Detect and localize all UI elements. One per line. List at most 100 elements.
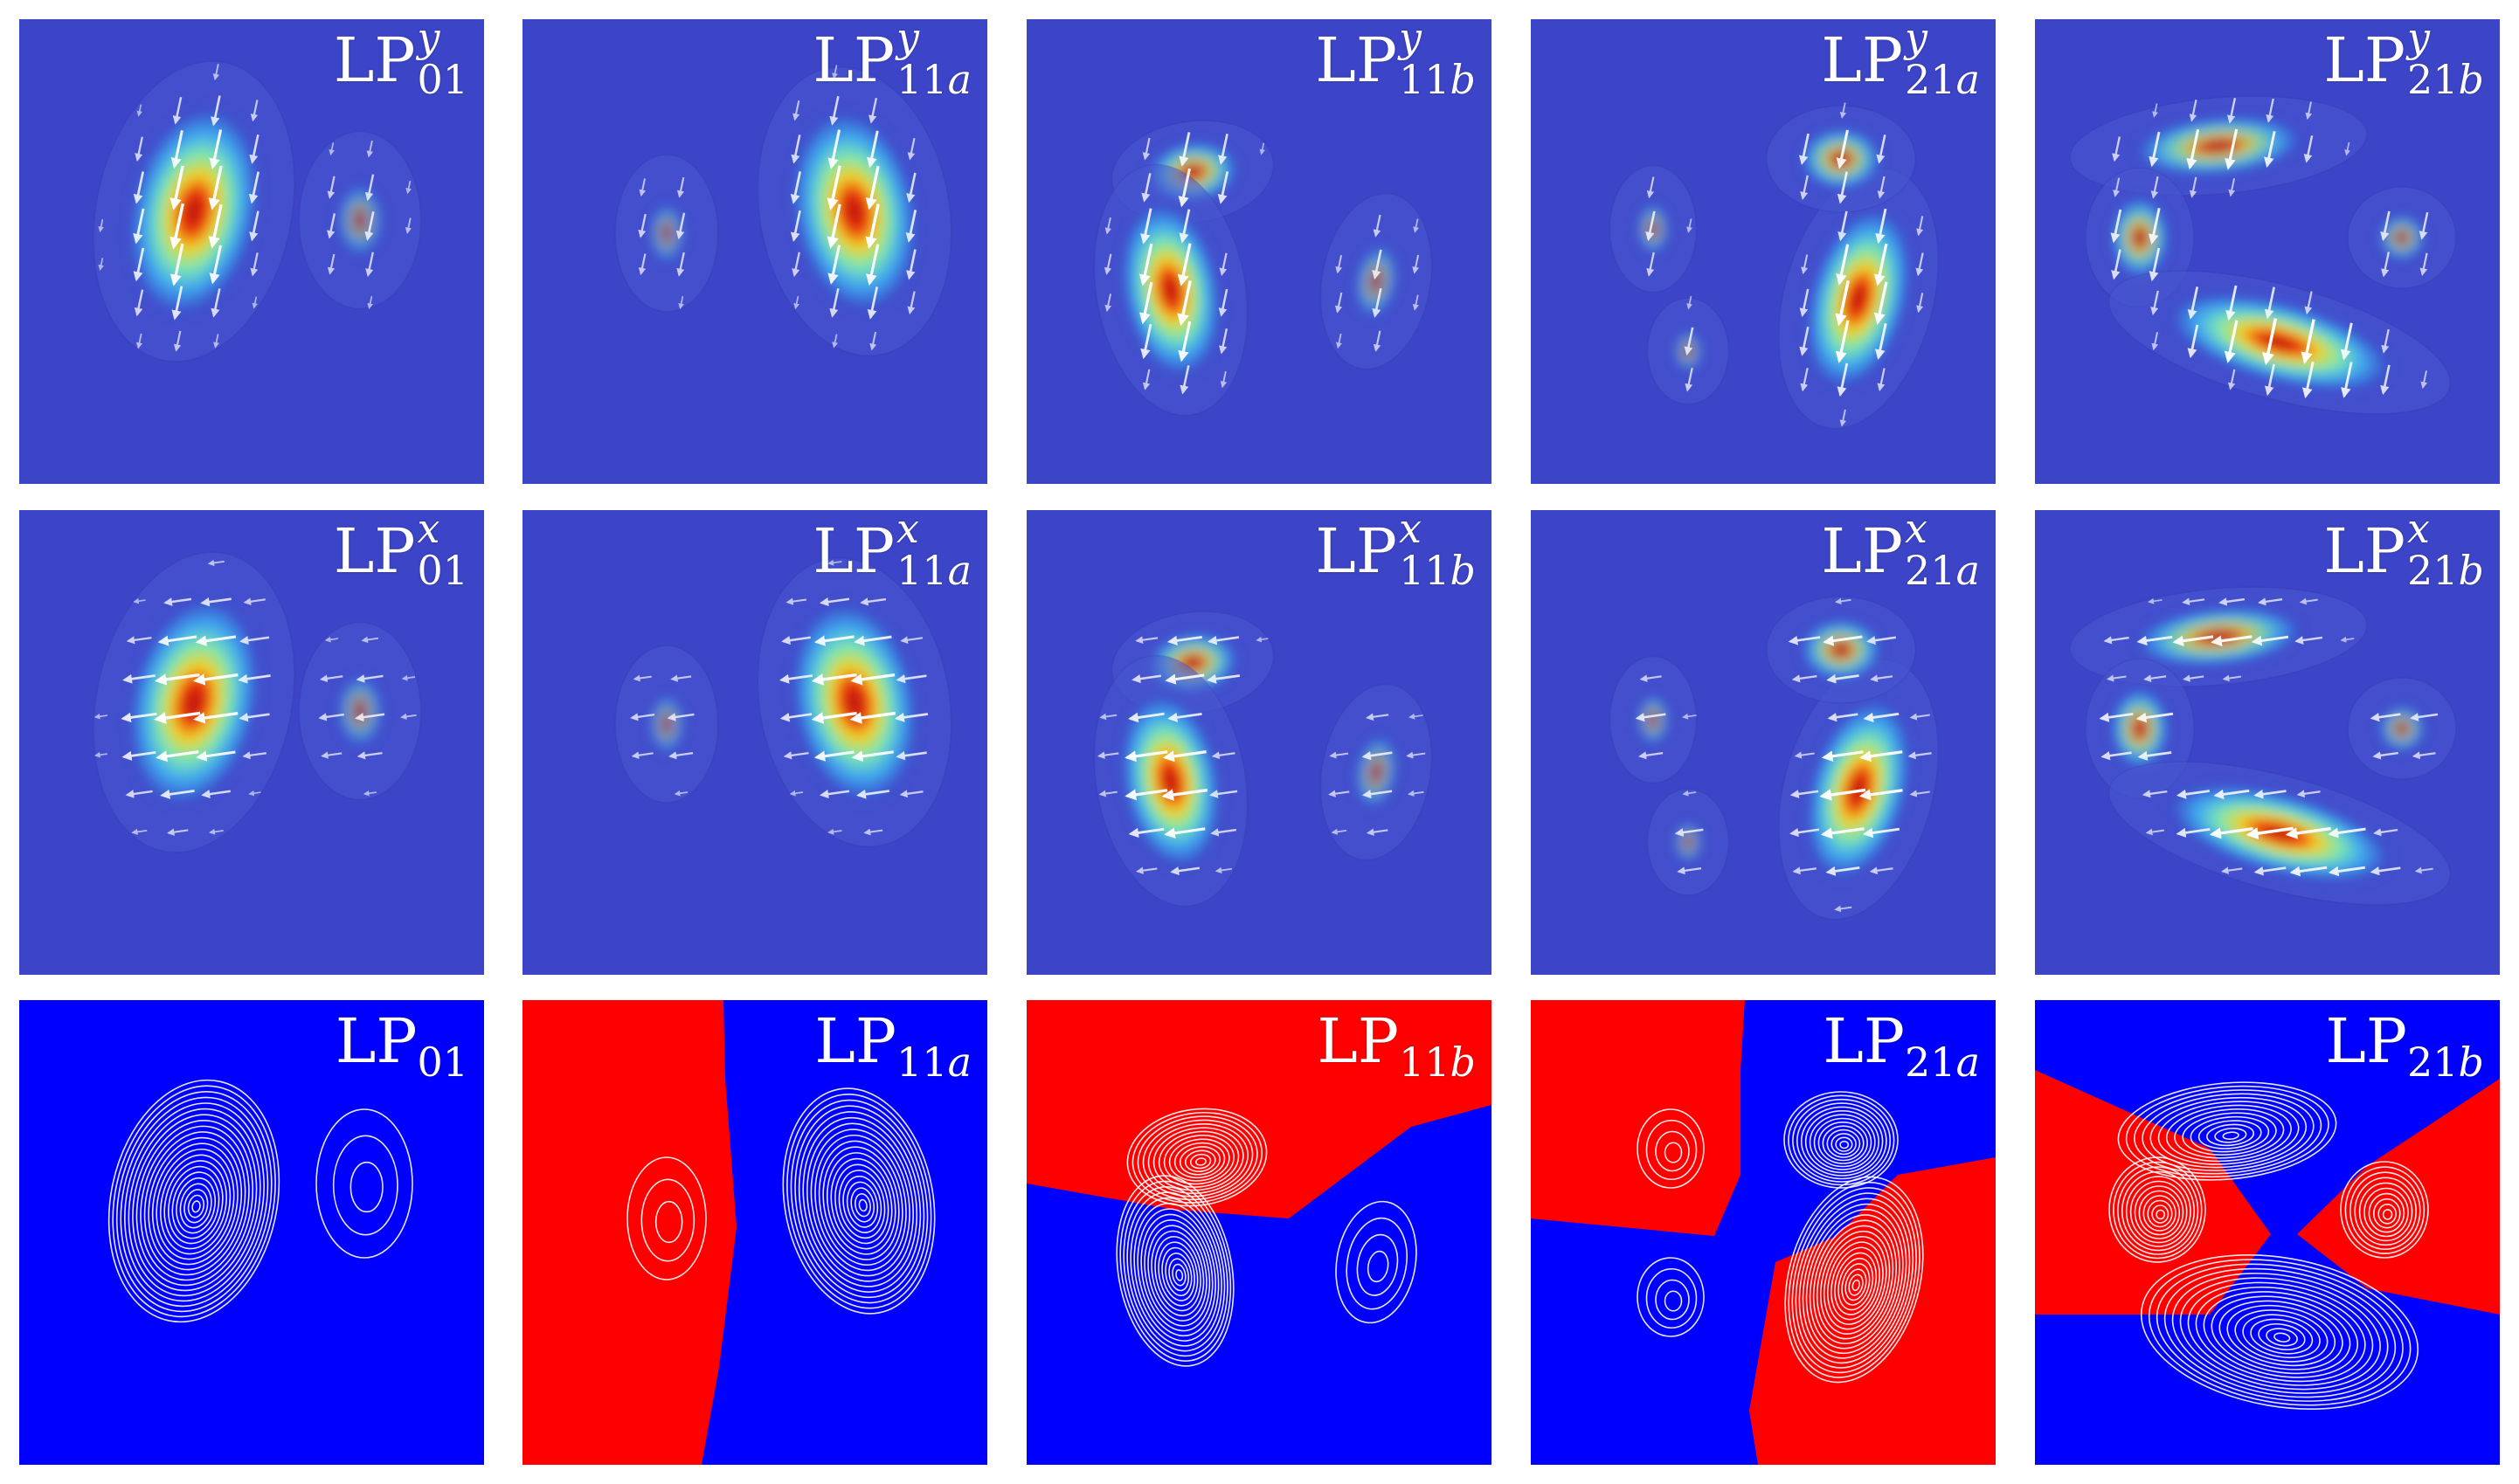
contour-line [1152, 1127, 1244, 1191]
polarization-superscript: x [2407, 510, 2430, 552]
contour-line [107, 1079, 280, 1323]
contour-line [176, 1177, 216, 1234]
contour-line [1168, 1258, 1190, 1292]
mode-label-base: LP [335, 1005, 418, 1077]
mode-label: LP y 21a [1821, 19, 1980, 103]
field-arrow [1328, 790, 1350, 797]
contour-line [2149, 1096, 2308, 1169]
field-arrow [905, 210, 917, 243]
intensity-lobe [1637, 203, 1670, 255]
contour-line [2174, 1108, 2285, 1159]
field-arrow [2301, 361, 2315, 399]
contour-line [1163, 1135, 1235, 1185]
field-arrow [2370, 866, 2401, 876]
field-arrow [1178, 168, 1191, 208]
contour-line [1809, 1214, 1900, 1349]
mode-panel-r3c3: LP11b [1027, 1000, 1491, 1465]
field-arrow [676, 252, 685, 277]
field-arrow [1869, 866, 1893, 875]
contour-line [1144, 1219, 1211, 1327]
field-arrow [2151, 332, 2159, 351]
intensity-map [2035, 19, 2500, 484]
mode-label: LP11a [814, 1011, 972, 1082]
field-arrow [1162, 750, 1207, 763]
contour-line [1131, 1111, 1263, 1204]
field-arrow [1373, 330, 1381, 352]
field-arrow [1820, 827, 1865, 839]
field-arrow [2380, 211, 2391, 242]
field-arrow [238, 673, 271, 684]
contour-line [2372, 1198, 2401, 1229]
field-arrow [2176, 789, 2211, 799]
field-arrow [239, 712, 270, 722]
mode-index-subscript: 11a [896, 547, 972, 594]
intensity-lobe [2110, 688, 2170, 769]
field-arrow [2410, 713, 2439, 721]
intensity-lobe [1673, 821, 1703, 863]
field-arrow [1862, 827, 1900, 839]
mode-label-base: LP [1821, 515, 1904, 587]
contour-line [1154, 1236, 1201, 1312]
field-arrow [1839, 102, 1847, 119]
field-arrow [1128, 827, 1165, 839]
field-arrow [249, 134, 260, 164]
mode-label: LP y 01 [334, 19, 468, 100]
contour-line [2134, 1185, 2184, 1239]
contour-line [842, 1175, 882, 1233]
field-arrow [633, 674, 652, 682]
contour-line [1165, 1253, 1193, 1297]
mode-label: LP y 21b [2323, 19, 2484, 100]
contour-line [1142, 1119, 1254, 1198]
field-arrow [209, 245, 222, 285]
field-arrow [2221, 866, 2243, 874]
intensity-map [19, 510, 484, 975]
field-arrow [172, 97, 183, 125]
field-arrow [2340, 322, 2353, 361]
contour-line [128, 1108, 261, 1297]
field-arrow [2341, 362, 2353, 398]
contour-line [1812, 1219, 1898, 1345]
contour-line [782, 1087, 936, 1315]
field-arrow [2294, 636, 2323, 645]
field-arrow [631, 751, 654, 759]
contour-line [2273, 1332, 2291, 1343]
contour-line [1826, 1129, 1861, 1158]
contour-line [2214, 1128, 2247, 1143]
field-arrow [1099, 713, 1118, 721]
field-arrow [1837, 211, 1848, 242]
field-arrow [2222, 674, 2242, 682]
contour-line [1161, 1246, 1195, 1301]
contour-line [1194, 1157, 1207, 1166]
mode-index-subscript: 21a [1905, 56, 1980, 103]
field-arrow [1836, 244, 1850, 286]
field-arrow [163, 597, 192, 606]
contour-line [2156, 1209, 2166, 1220]
contour-line [2108, 1156, 2206, 1263]
contour-line [315, 1108, 413, 1259]
field-arrow [2264, 130, 2276, 169]
field-arrow [639, 178, 647, 197]
contour-line [1158, 1241, 1199, 1307]
polarization-superscript: x [1399, 510, 1422, 552]
field-arrow [811, 711, 857, 724]
contour-line [1367, 1250, 1389, 1283]
field-arrow [131, 828, 148, 835]
field-arrow [1875, 208, 1887, 245]
contour-line [2156, 1263, 2404, 1402]
field-arrow [1179, 132, 1191, 167]
field-arrow [2381, 252, 2391, 278]
field-arrow [791, 135, 801, 164]
field-arrow [2149, 131, 2161, 168]
field-arrow [366, 140, 374, 158]
mode-panel-r3c1: LP01 [19, 1000, 484, 1465]
field-arrow [1135, 636, 1159, 645]
field-arrow [121, 750, 156, 761]
mode-index-subscript: 11a [896, 1039, 972, 1086]
field-arrow [1413, 218, 1420, 233]
field-arrow [1218, 134, 1228, 165]
intensity-lobe [1801, 618, 1881, 681]
field-arrow [1684, 327, 1694, 356]
polarization-superscript: y [1399, 19, 1422, 61]
field-arrow [869, 97, 878, 124]
field-arrow [154, 711, 201, 724]
